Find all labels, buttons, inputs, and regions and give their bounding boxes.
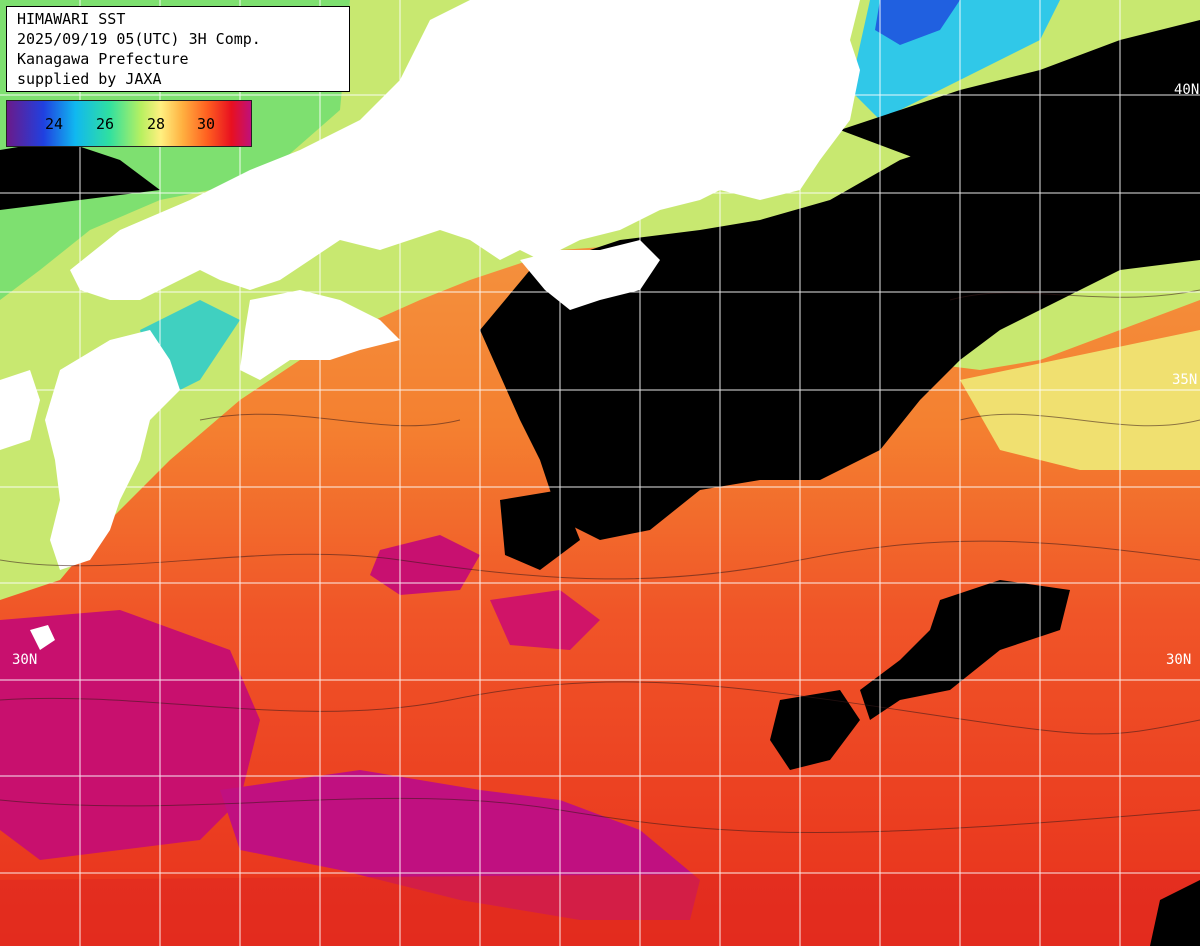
- lat-label-30n-left: 30N: [12, 652, 38, 668]
- lat-label-30n-right: 30N: [1166, 652, 1192, 668]
- warm-patch-center: [370, 535, 480, 595]
- colorbar-tick-28: 28: [147, 115, 166, 133]
- colorbar-gradient: [7, 101, 251, 146]
- title-line-product: HIMAWARI SST: [17, 10, 126, 28]
- warm-patch-center2: [490, 590, 600, 650]
- cloud-strip-east: [860, 580, 1070, 720]
- colorbar-tick-30: 30: [197, 115, 216, 133]
- lat-label-40n-right: 40N: [1174, 82, 1200, 98]
- title-line-region: Kanagawa Prefecture: [17, 50, 189, 68]
- land-honshu: [70, 0, 860, 300]
- title-line-source: supplied by JAXA: [17, 70, 162, 88]
- warm-patch-sw: [0, 610, 260, 860]
- cloud-patch-se: [1150, 880, 1200, 946]
- colorbar-tick-26: 26: [96, 115, 115, 133]
- cloud-mass-north: [840, 20, 1200, 165]
- island-izu: [30, 625, 55, 650]
- cloud-mass-main: [480, 140, 1200, 540]
- title-box: HIMAWARI SST 2025/09/19 05(UTC) 3H Comp.…: [6, 6, 350, 92]
- hot-band: [0, 870, 1200, 946]
- title-line-datetime: 2025/09/19 05(UTC) 3H Comp.: [17, 30, 261, 48]
- cloud-strip-east2: [770, 690, 860, 770]
- lat-label-35n-right: 35N: [1172, 372, 1198, 388]
- colorbar-legend: 24 26 28 30: [6, 100, 252, 147]
- blue-patch-ne: [875, 0, 960, 45]
- yellow-band-east: [960, 330, 1200, 470]
- colorbar-tick-24: 24: [45, 115, 64, 133]
